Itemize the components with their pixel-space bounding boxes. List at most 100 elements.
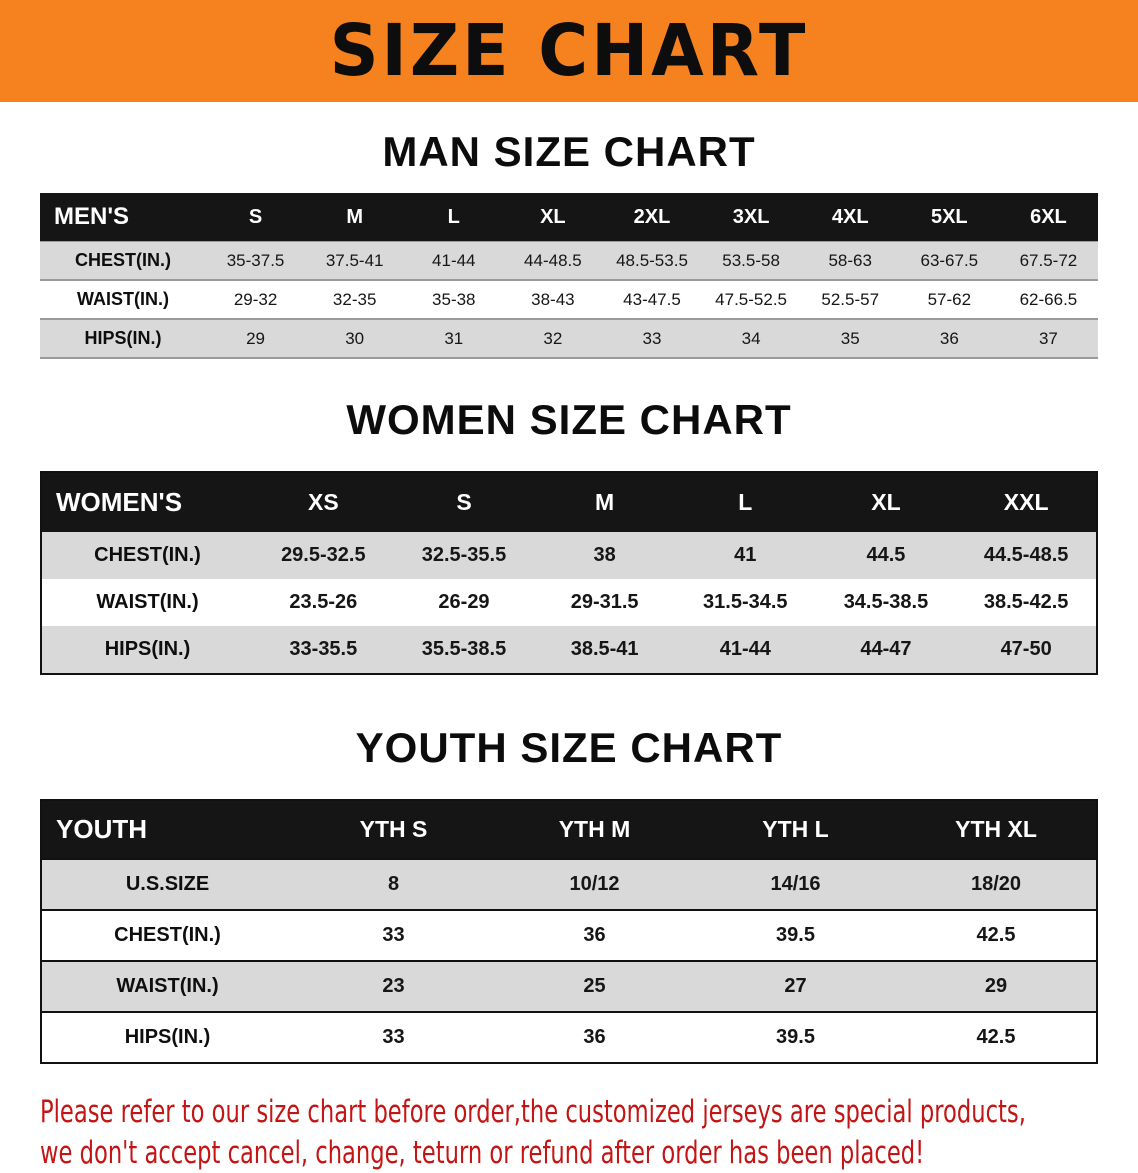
value-cell: 48.5-53.5 [602, 241, 702, 282]
footer-notice: Please refer to our size chart before or… [40, 1093, 1138, 1173]
value-cell: 29 [206, 319, 306, 360]
value-cell: 41-44 [719, 638, 771, 661]
header-banner: SIZE CHART [0, 0, 1138, 102]
value-cell: 10/12 [569, 872, 620, 895]
value-cell: 62-66.5 [998, 280, 1098, 321]
value-cell: 30 [305, 319, 405, 360]
size-header-cell: YTH XL [896, 799, 1097, 859]
value-cell: 63-67.5 [899, 241, 999, 282]
value-cell: 39.5 [776, 923, 815, 946]
value-cell: 29-32 [206, 280, 306, 321]
value-cell: 58-63 [800, 241, 900, 282]
row-label-cell: CHEST(IN.) [94, 544, 201, 567]
value-cell: 41 [734, 544, 757, 567]
value-cell: 53.5-58 [701, 241, 801, 282]
value-cell: 38-43 [503, 280, 603, 321]
value-cell: 44.5 [866, 544, 906, 567]
size-header-cell: L [404, 193, 504, 242]
size-header-cell: YTH L [695, 799, 896, 859]
value-cell: 23 [382, 974, 405, 997]
women-section-title: WOMEN SIZE CHART [346, 396, 792, 444]
value-cell: 8 [387, 872, 400, 895]
row-label-cell: CHEST(IN.) [114, 923, 221, 946]
value-cell: 38 [593, 544, 616, 567]
value-cell: 47.5-52.5 [701, 280, 801, 321]
size-header-cell: 4XL [800, 193, 900, 242]
table-row: CHEST(IN.) 35-37.5 37.5-41 41-44 44-48.5 48.5… [40, 241, 1098, 282]
value-cell: 33 [382, 923, 405, 946]
table-row: WAIST(IN.) 23.5-26 26-29 29-31.5 31.5-34.5 34… [41, 579, 1097, 627]
page-title: SIZE CHART [329, 9, 809, 93]
value-cell: 52.5-57 [800, 280, 900, 321]
value-cell: 33 [602, 319, 702, 360]
value-cell: 44-47 [860, 638, 912, 661]
header-row: WOMEN'S XS S M L XL XXL [41, 472, 1097, 533]
value-cell: 67.5-72 [998, 241, 1098, 282]
value-cell: 38.5-41 [570, 638, 639, 661]
table-row: WAIST(IN.) 29-32 32-35 35-38 38-43 43-47.5 47.… [40, 280, 1098, 321]
value-cell: 37 [998, 319, 1098, 360]
value-cell: 33 [382, 1025, 405, 1048]
value-cell: 36 [899, 319, 999, 360]
table-row: HIPS(IN.) 29 30 31 32 33 34 35 36 37 [40, 319, 1098, 360]
table-row: CHEST(IN.) 33 36 39.5 42.5 [41, 909, 1097, 961]
notice-line-2: we don't accept cancel, change, teturn o… [40, 1135, 925, 1172]
value-cell: 29 [984, 974, 1008, 997]
row-label-cell: HIPS(IN.) [104, 638, 191, 661]
value-cell: 27 [784, 974, 807, 997]
value-cell: 26-29 [438, 591, 490, 614]
value-cell: 47-50 [1000, 638, 1052, 661]
table-row: HIPS(IN.) 33 36 39.5 42.5 [41, 1011, 1097, 1063]
row-label-cell: HIPS(IN.) [40, 319, 206, 360]
size-header-cell: M [305, 193, 405, 242]
row-label-cell: U.S.SIZE [125, 872, 210, 895]
row-label-cell: WAIST(IN.) [40, 280, 206, 321]
size-header-cell: 2XL [602, 193, 702, 242]
value-cell: 37.5-41 [305, 241, 405, 282]
value-cell: 29.5-32.5 [281, 544, 366, 567]
value-cell: 43-47.5 [602, 280, 702, 321]
value-cell: 32 [503, 319, 603, 360]
size-header-cell: 6XL [998, 193, 1098, 242]
value-cell: 23.5-26 [289, 591, 358, 614]
value-cell: 38.5-42.5 [983, 591, 1069, 614]
table-row: U.S.SIZE 8 10/12 14/16 18/20 [41, 858, 1097, 910]
table-title-cell: WOMEN'S [41, 472, 253, 533]
row-label-cell: WAIST(IN.) [116, 974, 219, 997]
size-header-cell: 5XL [899, 193, 999, 242]
size-header-cell: M [534, 472, 675, 533]
size-header-cell: XL [503, 193, 603, 242]
value-cell: 36 [583, 1025, 606, 1048]
value-cell: 31 [404, 319, 504, 360]
value-cell: 31.5-34.5 [703, 591, 788, 614]
value-cell: 35-37.5 [206, 241, 306, 282]
mens-size-table: MEN'S S M L XL 2XL 3XL 4XL 5XL 6XL CHEST(IN.) 35-37… [40, 193, 1098, 360]
value-cell: 33-35.5 [289, 638, 358, 661]
size-header-cell: XS [253, 472, 394, 533]
youth-section-title: YOUTH SIZE CHART [355, 724, 783, 772]
value-cell: 32.5-35.5 [421, 544, 507, 567]
women-size-section: WOMEN SIZE CHART WOMEN'S XS S M L XL XXL CHEST(… [0, 396, 1138, 676]
size-header-cell: L [674, 472, 816, 533]
table-title-cell: YOUTH [41, 799, 293, 859]
size-header-cell: XL [815, 472, 957, 533]
womens-size-table: WOMEN'S XS S M L XL XXL CHEST(IN.) 29.5-32.5 32.5… [40, 471, 1098, 676]
table-row: HIPS(IN.) 33-35.5 35.5-38.5 38.5-41 41-44 44-… [41, 626, 1097, 675]
value-cell: 25 [583, 974, 606, 997]
size-header-cell: YTH M [494, 799, 695, 859]
value-cell: 42.5 [976, 923, 1016, 946]
value-cell: 44-48.5 [503, 241, 603, 282]
value-cell: 34 [701, 319, 801, 360]
value-cell: 42.5 [976, 1025, 1016, 1048]
row-label-cell: CHEST(IN.) [40, 241, 206, 282]
header-row: MEN'S S M L XL 2XL 3XL 4XL 5XL 6XL [40, 193, 1098, 242]
notice-line-1: Please refer to our size chart before or… [40, 1093, 1026, 1130]
size-header-cell: XXL [956, 472, 1097, 533]
value-cell: 32-35 [305, 280, 405, 321]
value-cell: 35.5-38.5 [421, 638, 507, 661]
value-cell: 18/20 [970, 872, 1022, 895]
row-label-cell: HIPS(IN.) [124, 1025, 211, 1048]
size-header-cell: S [393, 472, 535, 533]
size-header-cell: 3XL [701, 193, 801, 242]
